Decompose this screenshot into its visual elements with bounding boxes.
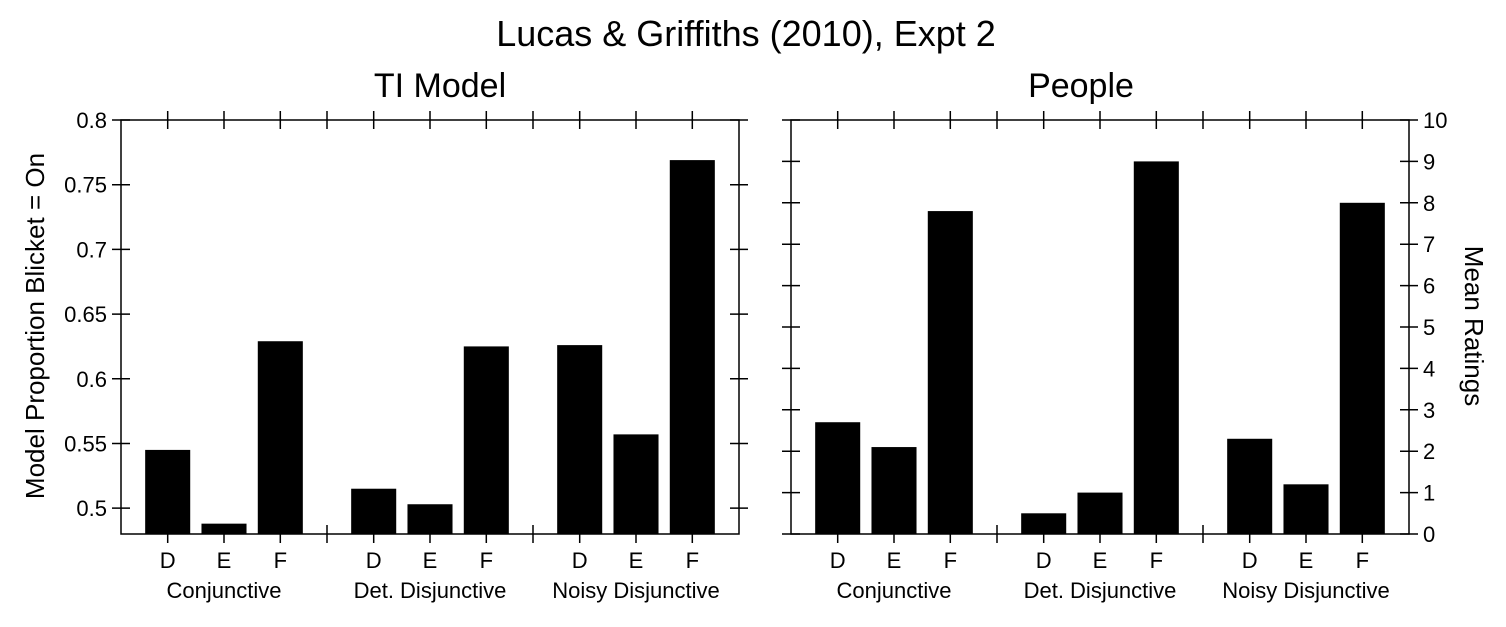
people-category-label: E <box>1299 548 1314 573</box>
ti-model-group-label: Conjunctive <box>167 578 282 603</box>
people-ytick-label: 4 <box>1423 356 1435 381</box>
figure-title: Lucas & Griffiths (2010), Expt 2 <box>496 13 996 54</box>
ti-model-category-label: D <box>366 548 382 573</box>
people-group-label: Det. Disjunctive <box>1024 578 1177 603</box>
ti-model-bar <box>145 449 191 534</box>
ti-model-bar <box>557 345 603 534</box>
people-ytick-label: 5 <box>1423 315 1435 340</box>
people-category-label: E <box>1093 548 1108 573</box>
people-group-label: Conjunctive <box>837 578 952 603</box>
people-ytick-label: 8 <box>1423 191 1435 216</box>
people-category-label: D <box>1242 548 1258 573</box>
people-bar <box>927 211 973 534</box>
ti-model-ytick-label: 0.75 <box>64 173 107 198</box>
people-category-label: F <box>1356 548 1369 573</box>
ti-model-title: TI Model <box>374 67 506 105</box>
ti-model-ytick-label: 0.7 <box>76 237 107 262</box>
ti-model-category-label: F <box>480 548 493 573</box>
ti-model-category-label: D <box>572 548 588 573</box>
people-group-label: Noisy Disjunctive <box>1222 578 1390 603</box>
ti-model-category-label: F <box>274 548 287 573</box>
people-bar <box>1021 513 1067 534</box>
people-category-label: E <box>887 548 902 573</box>
ti-model-bar <box>613 434 659 534</box>
ti-model-ytick-label: 0.6 <box>76 367 107 392</box>
ti-model-panel: TI Model Model Proportion Blicket = On 0… <box>20 67 748 603</box>
ti-model-bar <box>257 341 303 534</box>
ti-model-category-label: E <box>423 548 438 573</box>
people-bar <box>1227 438 1273 534</box>
people-ytick-label: 2 <box>1423 439 1435 464</box>
people-bar <box>871 447 917 534</box>
ti-model-category-label: E <box>217 548 232 573</box>
people-ytick-label: 1 <box>1423 481 1435 506</box>
people-bar <box>1133 161 1179 534</box>
ti-model-group-label: Det. Disjunctive <box>354 578 507 603</box>
ti-model-ylabel: Model Proportion Blicket = On <box>20 153 50 499</box>
ti-model-ytick-label: 0.65 <box>64 302 107 327</box>
people-title: People <box>1028 67 1134 105</box>
people-ytick-label: 0 <box>1423 522 1435 547</box>
ti-model-bar <box>463 346 509 534</box>
people-ytick-label: 10 <box>1423 108 1447 133</box>
ti-model-ytick-label: 0.5 <box>76 496 107 521</box>
ti-model-group-label: Noisy Disjunctive <box>552 578 720 603</box>
people-ytick-label: 6 <box>1423 274 1435 299</box>
ti-model-ytick-label: 0.55 <box>64 431 107 456</box>
people-ytick-label: 3 <box>1423 398 1435 423</box>
people-bar <box>815 422 861 534</box>
ti-model-category-label: E <box>629 548 644 573</box>
people-bar <box>1339 202 1385 535</box>
ti-model-category-label: D <box>160 548 176 573</box>
people-ylabel: Mean Ratings <box>1459 246 1489 406</box>
people-ytick-label: 7 <box>1423 232 1435 257</box>
people-category-label: D <box>1036 548 1052 573</box>
ti-model-category-label: F <box>686 548 699 573</box>
people-category-label: F <box>944 548 957 573</box>
people-panel: People Mean Ratings 0 1 2 3 4 5 6 7 8 9 10 D E F Conju… <box>782 67 1489 603</box>
people-category-label: D <box>830 548 846 573</box>
people-category-label: F <box>1150 548 1163 573</box>
people-ytick-label: 9 <box>1423 149 1435 174</box>
ti-model-ytick-label: 0.8 <box>76 108 107 133</box>
ti-model-bar <box>669 160 715 534</box>
